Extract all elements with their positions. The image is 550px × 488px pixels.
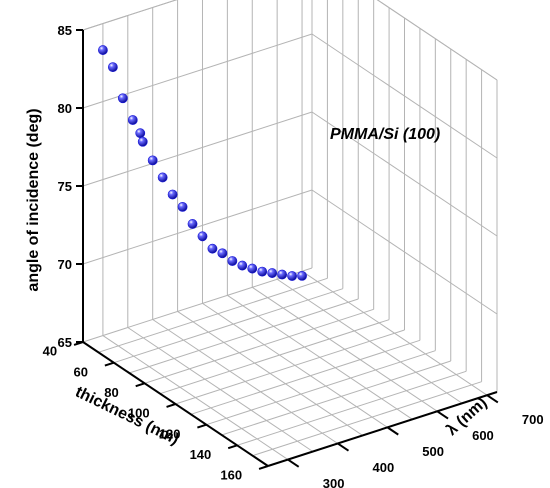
floor-grid-line [252, 381, 482, 457]
data-point [135, 128, 146, 139]
x-tick-label: 160 [220, 468, 242, 483]
z-tick-label: 70 [58, 257, 72, 272]
data-point [177, 201, 188, 212]
y-axis-tick [386, 426, 399, 436]
x-axis-tick [135, 382, 145, 388]
x-tick-label: 140 [190, 447, 212, 462]
floor-grid-line [98, 277, 328, 353]
y-tick-label: 500 [422, 444, 444, 459]
data-point [157, 172, 168, 183]
back-wall-grid-line [82, 189, 313, 265]
floor-grid-line [113, 288, 343, 364]
x-tick-label: 40 [43, 344, 57, 359]
right-wall-grid-line [311, 33, 498, 159]
z-tick-label: 75 [58, 179, 72, 194]
data-point [277, 269, 288, 280]
x-axis-title: thickness (nm) [72, 384, 181, 449]
top-edge-line [82, 0, 178, 31]
data-point [98, 45, 108, 55]
data-point [127, 115, 138, 125]
floor-grid-line [221, 360, 451, 436]
y-axis-line [267, 391, 498, 467]
y-axis-tick [486, 394, 499, 404]
floor-grid-line [127, 327, 314, 452]
floor-grid-line [152, 319, 338, 444]
data-point [237, 260, 248, 271]
floor-grid-line [82, 267, 313, 343]
data-point [247, 263, 258, 274]
data-point [167, 189, 178, 200]
y-tick-label: 400 [373, 460, 395, 475]
floor-grid-line [251, 286, 438, 412]
data-point [287, 271, 297, 281]
back-wall-grid-line [82, 111, 313, 187]
data-point [267, 268, 278, 278]
floor-grid-line [159, 319, 390, 395]
annotation-label: PMMA/Si (100) [330, 126, 440, 143]
floor-grid-line [227, 294, 413, 420]
z-tick-label: 65 [58, 335, 72, 350]
floor-grid-line [175, 329, 405, 405]
y-tick-label: 300 [323, 476, 345, 488]
floor-grid-line [202, 302, 388, 428]
top-edge-line [376, 0, 498, 81]
floor-grid-line [144, 308, 374, 384]
right-wall-grid-line [311, 111, 498, 237]
axes [73, 29, 499, 470]
y-tick-label: 700 [522, 412, 544, 427]
floor-grid-line [102, 335, 289, 460]
data-point [117, 93, 128, 104]
x-axis-tick [197, 423, 207, 429]
tick-labels: 65 70 75 80 85 40 60 80 100 120 140 160 300 400 500 600… [43, 23, 544, 488]
x-tick-label: 80 [104, 385, 118, 400]
x-axis-tick [73, 341, 84, 346]
y-tick-label: 600 [472, 428, 494, 443]
floor-grid-line [301, 270, 488, 396]
x-tick-label: 60 [73, 364, 87, 379]
data-point [207, 243, 218, 254]
floor-grid-line [177, 311, 363, 436]
floor-grid-line [129, 298, 359, 374]
floor-grid-line [276, 278, 463, 404]
data-point [257, 266, 268, 277]
y-axis-tick [337, 442, 350, 452]
x-axis-tick [166, 403, 176, 408]
x-axis-tick [104, 361, 115, 367]
y-axis-tick [287, 458, 300, 468]
data-point [297, 270, 307, 281]
data-point [217, 248, 228, 259]
data-points [98, 45, 307, 281]
data-point [227, 256, 238, 266]
x-axis-tick [258, 465, 269, 470]
floor-grid-line [190, 339, 421, 415]
right-wall-grid-line [311, 189, 498, 315]
x-tick-label: 100 [128, 406, 150, 421]
z-tick-label: 85 [58, 23, 72, 38]
y-axis-tick [436, 410, 449, 420]
floor-grid-line [206, 350, 436, 426]
data-point [187, 219, 198, 229]
x-tick-label: 120 [159, 426, 181, 441]
data-point [197, 231, 208, 242]
grid-lines [82, 0, 498, 467]
data-point [137, 136, 148, 147]
data-point [147, 155, 158, 166]
z-axis-title: angle of incidence (deg) [25, 108, 42, 291]
floor-grid-line [237, 370, 467, 446]
data-point [107, 62, 118, 73]
x-axis-tick [227, 444, 238, 450]
z-tick-label: 80 [58, 101, 72, 116]
